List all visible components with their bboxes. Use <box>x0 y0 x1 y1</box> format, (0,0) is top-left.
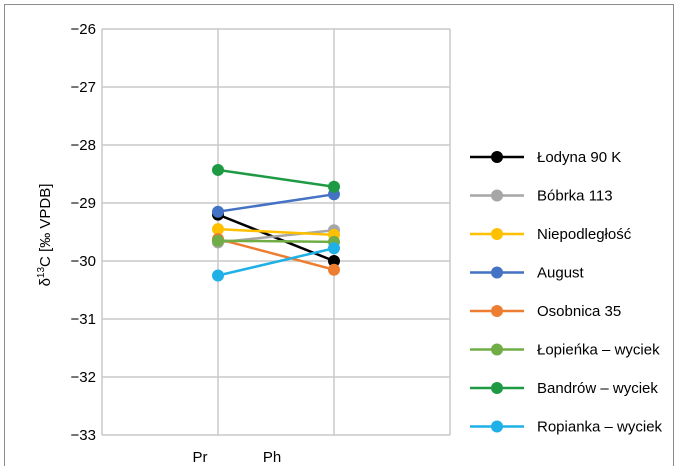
legend-marker <box>491 305 503 317</box>
legend-marker <box>491 189 503 202</box>
y-tick-label: −30 <box>71 253 96 270</box>
x-tick-labels: Pr Ph <box>193 449 282 466</box>
data-point <box>328 180 340 193</box>
y-tick-label: −33 <box>71 427 96 444</box>
series-line <box>217 239 335 244</box>
legend-entry: Łopieńka – wyciek <box>470 342 660 359</box>
legend-label: Bóbrka 113 <box>537 188 613 205</box>
y-tick-label: −27 <box>71 79 96 96</box>
legend-entry: August <box>470 265 585 282</box>
series-line <box>217 247 335 277</box>
y-axis-label-prefix: δ <box>37 278 54 286</box>
series <box>212 232 340 276</box>
data-point <box>212 223 224 236</box>
data-point <box>212 163 224 176</box>
chart-frame <box>4 4 674 466</box>
x-tick-label: Ph <box>263 449 281 466</box>
series <box>212 163 340 193</box>
legend-label: Niepodległość <box>537 226 632 243</box>
legend-entry: Bandrów – wyciek <box>470 380 658 397</box>
series-line <box>217 193 335 213</box>
legend: Łodyna 90 K Bóbrka 113 Niepodległość August… <box>470 149 663 436</box>
y-tick-label: −31 <box>71 311 96 328</box>
legend-entry: Niepodległość <box>470 226 632 243</box>
data-point <box>328 255 340 267</box>
legend-entry: Osobnica 35 <box>470 303 621 320</box>
legend-marker <box>491 266 503 279</box>
legend-marker <box>491 228 503 240</box>
y-tick-label: −32 <box>71 369 96 386</box>
series-line <box>217 237 335 271</box>
y-tick-label: −28 <box>71 137 96 154</box>
series <box>212 208 340 267</box>
data-point <box>328 263 340 276</box>
y-tick-label: −26 <box>71 21 96 38</box>
legend-label: Łopieńka – wyciek <box>537 342 660 359</box>
x-tick-label: Pr <box>193 449 208 466</box>
legend-label: August <box>537 265 585 282</box>
legend-entry: Bóbrka 113 <box>470 188 613 205</box>
y-axis-label-superscript: 13 <box>36 267 47 279</box>
y-axis-label: δ13C [‰ VPDB] <box>36 184 54 287</box>
legend-entry: Łodyna 90 K <box>470 149 621 166</box>
legend-marker <box>491 420 503 433</box>
legend-label: Ropianka – wyciek <box>537 419 663 436</box>
legend-marker <box>491 343 503 356</box>
data-point <box>212 269 224 282</box>
legend-entry: Ropianka – wyciek <box>470 419 663 436</box>
data-point <box>212 205 224 218</box>
y-axis-label-rest: C [‰ VPDB] <box>37 184 54 267</box>
series <box>212 242 340 282</box>
legend-label: Bandrów – wyciek <box>537 380 658 397</box>
data-point <box>212 234 224 247</box>
legend-label: Łodyna 90 K <box>537 149 621 166</box>
series <box>212 224 340 249</box>
y-tick-labels: −26 −27 −28 −29 −30 −31 −32 −33 <box>71 21 96 444</box>
legend-marker <box>491 151 503 163</box>
legend-marker <box>491 382 503 394</box>
series-line <box>217 168 335 188</box>
series-group <box>212 163 340 282</box>
data-point <box>328 242 340 255</box>
series-line <box>217 227 335 237</box>
legend-label: Osobnica 35 <box>537 303 621 320</box>
y-tick-label: −29 <box>71 195 96 212</box>
